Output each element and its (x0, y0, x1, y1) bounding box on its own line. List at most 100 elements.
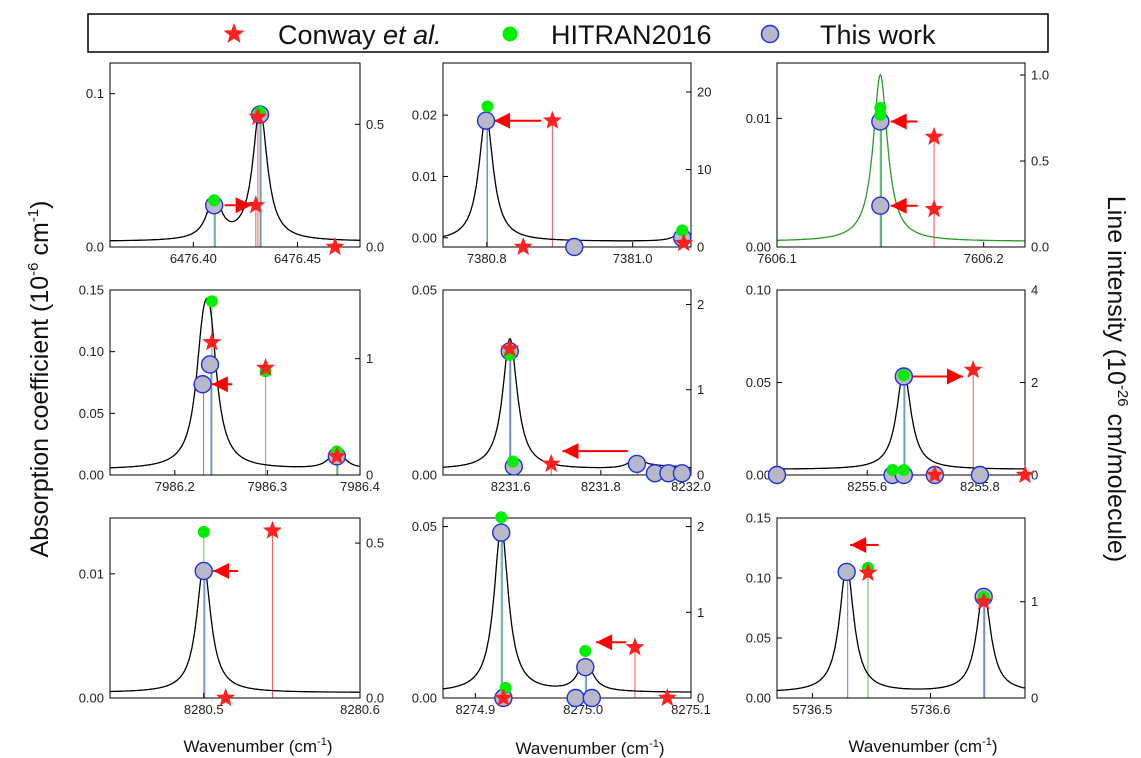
red-arrow-head (850, 536, 867, 553)
panel-d: 7986.2 7986.3 7986.4 0.00 0.05 0.10 0.15 0 1 (79, 283, 380, 495)
hitran-marker (495, 511, 508, 524)
x-tick-label: 7380.8 (467, 251, 507, 266)
hitran-marker (897, 464, 910, 476)
conway-star-marker (493, 688, 513, 707)
y-tick-label: 0.01 (746, 111, 771, 126)
absorption-curve (110, 565, 360, 693)
hitran-marker (897, 369, 910, 382)
legend-entry-conway: Conway et al. (223, 20, 442, 50)
legend-label-thiswork: This work (820, 20, 936, 50)
thiswork-marker (566, 688, 585, 708)
hitran-marker (506, 455, 519, 468)
markers (204, 105, 345, 256)
conway-star-marker (256, 358, 276, 376)
conway-star-marker (974, 591, 994, 610)
conway-star-marker (924, 126, 944, 145)
y-tick-label: 0.05 (79, 406, 104, 421)
markers (871, 101, 944, 218)
stick-lines (203, 306, 339, 475)
thiswork-marker (565, 237, 584, 257)
y-tick-label: 0.05 (412, 519, 437, 534)
stick-lines (213, 114, 262, 247)
red-arrow-head (211, 376, 228, 393)
x-tick-label: 8255.8 (960, 479, 1000, 494)
legend-star-icon (223, 23, 245, 43)
y2-tick-label: 0.0 (366, 240, 384, 255)
absorption-curve-group (777, 370, 1025, 470)
absorption-curve (110, 106, 360, 242)
hitran-marker (208, 194, 221, 207)
conway-star-marker (858, 562, 878, 581)
conway-star-marker (924, 199, 944, 218)
y2-tick-label: 2 (697, 519, 704, 534)
panel-frame (109, 517, 361, 699)
absorption-curve (443, 337, 691, 469)
y-tick-label: 0.00 (412, 468, 437, 483)
thiswork-marker (627, 454, 647, 474)
conway-star-marker (325, 237, 345, 256)
x-tick-label: 8275.1 (671, 702, 711, 717)
markers (194, 520, 282, 707)
absorption-curve (110, 297, 360, 469)
y-tick-label: 0.10 (746, 571, 771, 586)
x-tick-label: 8232.0 (671, 479, 711, 494)
panel-frame (442, 289, 692, 476)
x-tick-label: 7986.4 (340, 479, 380, 494)
x-axis-label-col2: Wavenumber (cm-1) (516, 738, 665, 758)
hitran-marker (481, 100, 494, 113)
red-arrow-head (213, 562, 230, 579)
legend-green-dot-icon (502, 26, 518, 42)
thiswork-marker (193, 375, 212, 394)
thiswork-marker (582, 688, 601, 708)
legend-label-conway: Conway et al. (278, 20, 442, 50)
y2-tick-label: 1 (1031, 594, 1038, 609)
conway-star-marker (963, 360, 983, 379)
x-tick-label: 7986.2 (155, 479, 195, 494)
absorption-curve-group (443, 337, 691, 469)
conway-star-marker (541, 453, 561, 472)
panel-b: 7380.8 7381.0 0.00 0.01 0.02 0 10 20 (412, 62, 711, 266)
red-arrow-head (235, 197, 252, 214)
y-tick-label: 0.1 (86, 86, 104, 101)
y2-tick-label: 0 (1031, 691, 1038, 706)
stick-lines (486, 111, 685, 247)
x-tick-label: 7986.3 (248, 479, 288, 494)
conway-star-marker (1015, 465, 1035, 484)
x-tick-label: 8280.6 (340, 702, 380, 717)
y2-tick-label: 1 (697, 382, 704, 397)
y2-tick-label: 1.0 (1031, 68, 1049, 83)
y-tick-label: 0.01 (79, 566, 104, 581)
thiswork-marker (767, 465, 787, 485)
y-tick-label: 0.00 (412, 230, 437, 245)
stick-lines (879, 112, 935, 247)
absorption-curve (443, 526, 691, 693)
y-tick-label: 0.00 (412, 691, 437, 706)
y2-tick-label: 0 (1031, 468, 1038, 483)
y2-tick-label: 2 (1031, 375, 1038, 390)
x-tick-label: 5736.6 (911, 702, 951, 717)
red-arrow-head (562, 443, 579, 460)
y-tick-label: 0.05 (746, 375, 771, 390)
panel-frame (776, 62, 1026, 248)
stick-lines (903, 370, 974, 475)
y2-tick-label: 1 (366, 351, 373, 366)
y2-tick-label: 0.5 (1031, 154, 1049, 169)
panel-frame (776, 517, 1026, 699)
y-tick-label: 0.0 (86, 240, 104, 255)
y2-tick-label: 1 (697, 605, 704, 620)
y2-tick-label: 0.5 (366, 117, 384, 132)
y-tick-label: 0.02 (412, 108, 437, 123)
y-tick-label: 0.05 (746, 631, 771, 646)
absorption-curve-group (777, 73, 1025, 242)
legend: Conway et al. HITRAN2016 This work (87, 13, 1049, 53)
thiswork-marker (476, 111, 496, 130)
legend-box (87, 13, 1049, 53)
panel-frame (109, 289, 361, 476)
panel-e: 8231.6 8231.8 8232.0 0.00 0.05 0 1 2 (412, 283, 711, 495)
absorption-curve-group (110, 106, 360, 242)
panels-group: 6476.40 6476.45 0.0 0.1 0.0 0.5 7380.8 7381.0 0.… (79, 62, 1049, 717)
y2-tick-label: 2 (697, 297, 704, 312)
x-tick-label: 8280.5 (184, 702, 224, 717)
x-tick-label: 8274.9 (455, 702, 495, 717)
